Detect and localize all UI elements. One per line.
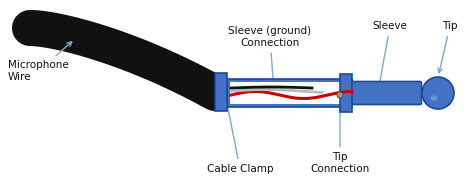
Circle shape xyxy=(337,92,343,98)
FancyBboxPatch shape xyxy=(350,82,421,104)
Bar xyxy=(230,82,349,104)
Text: Cable Clamp: Cable Clamp xyxy=(207,77,273,174)
Bar xyxy=(340,74,352,112)
Text: Sleeve (ground)
Connection: Sleeve (ground) Connection xyxy=(228,26,311,103)
Text: Microphone
Wire: Microphone Wire xyxy=(8,42,72,82)
Ellipse shape xyxy=(430,95,438,101)
Text: Tip
Connection: Tip Connection xyxy=(310,99,370,174)
Circle shape xyxy=(422,77,454,109)
Text: Sleeve: Sleeve xyxy=(373,21,408,99)
Text: Tip: Tip xyxy=(438,21,458,73)
Bar xyxy=(227,79,352,107)
Bar xyxy=(215,73,227,111)
